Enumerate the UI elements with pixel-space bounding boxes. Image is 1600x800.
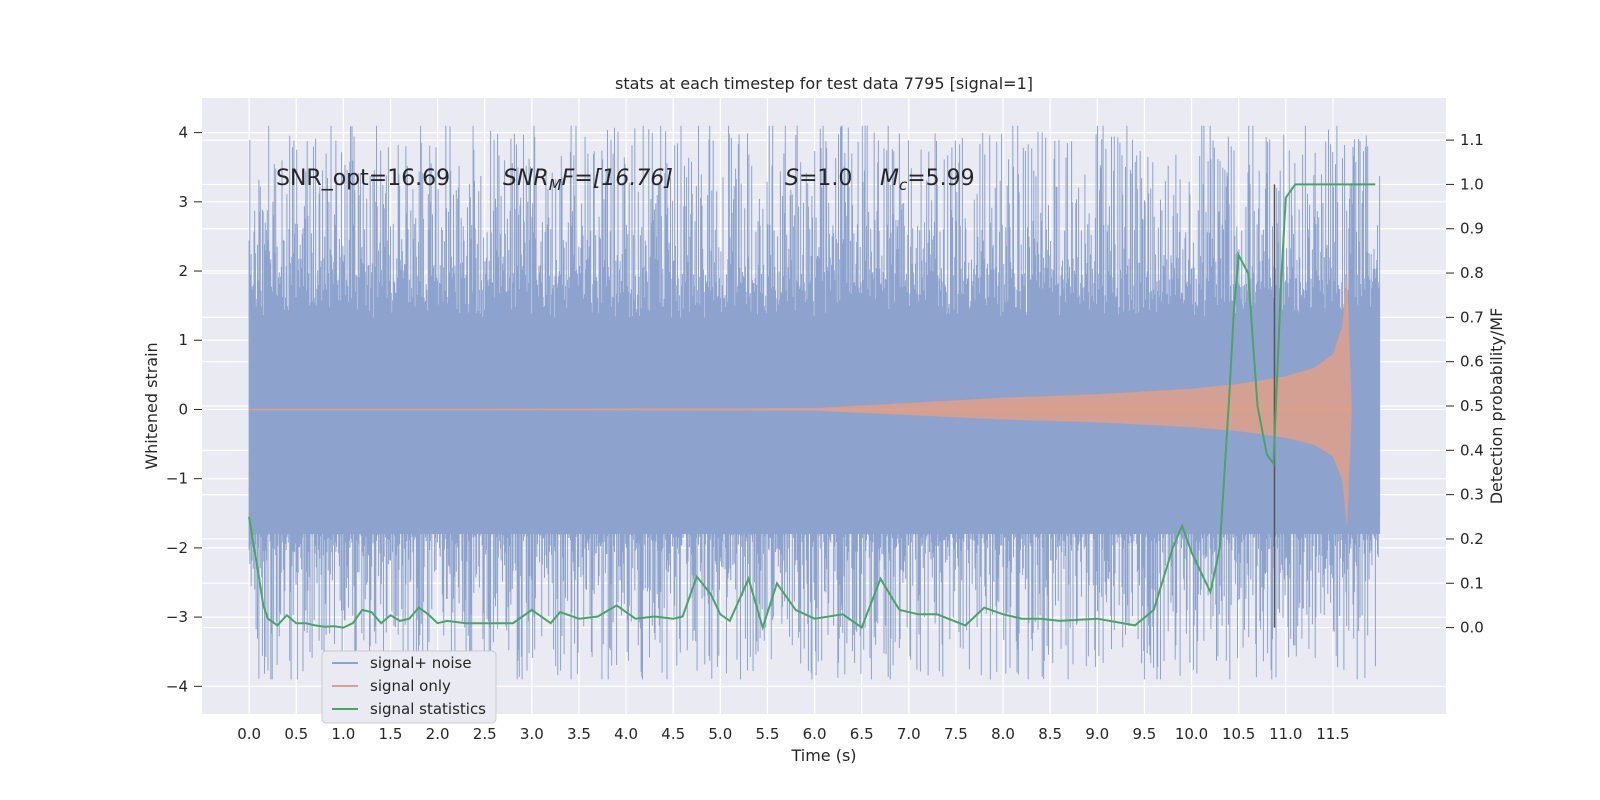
x-tick-label: 1.0 [331, 725, 355, 743]
s-var: S [785, 166, 799, 191]
x-tick-label: 2.0 [426, 725, 450, 743]
y-tick-label-right: 0.9 [1460, 220, 1484, 238]
y-tick-label-left: 4 [178, 124, 188, 142]
mc-sub: c [899, 176, 908, 194]
x-axis-label: Time (s) [790, 746, 856, 765]
snr-mf-rest: F=[16.76] [562, 166, 673, 191]
legend-stats-label: signal statistics [370, 700, 486, 718]
y-tick-label-right: 1.0 [1460, 175, 1484, 193]
stats-series [248, 183, 1376, 632]
x-tick-label: 4.5 [661, 725, 685, 743]
x-tick-label: 3.0 [520, 725, 544, 743]
y-tick-label-right: 0.5 [1460, 397, 1484, 415]
y-tick-label-left: 3 [178, 193, 188, 211]
y-tick-label-right: 1.1 [1460, 131, 1484, 149]
x-tick-label: 10.5 [1222, 725, 1255, 743]
x-tick-label: 9.5 [1132, 725, 1156, 743]
annotation-mc: Mc=5.99 [880, 166, 975, 194]
y-axis-label-right: Detection probability/MF [1487, 308, 1506, 505]
y-tick-label-left: −2 [166, 539, 188, 557]
x-tick-label: 0.5 [284, 725, 308, 743]
x-tick-label: 4.0 [614, 725, 638, 743]
y-tick-label-left: −1 [166, 470, 188, 488]
y-tick-label-right: 0.7 [1460, 308, 1484, 326]
snr-mf-base: SNR [503, 166, 549, 191]
x-tick-label: 5.5 [756, 725, 780, 743]
annotation-snr-opt: SNR_opt=16.69 [276, 166, 450, 191]
s-val: =1.0 [799, 166, 852, 191]
y-tick-label-left: −4 [166, 677, 188, 695]
signal-envelope [249, 271, 1352, 528]
x-tick-label: 2.5 [473, 725, 497, 743]
x-tick-label: 0.0 [237, 725, 261, 743]
legend-signal-label: signal only [370, 677, 451, 695]
x-tick-label: 5.0 [708, 725, 732, 743]
x-tick-label: 7.5 [944, 725, 968, 743]
x-tick-label: 10.0 [1175, 725, 1208, 743]
annotation-snr-mf: SNRMF=[16.76] [503, 166, 673, 194]
chart-title: stats at each timestep for test data 779… [615, 74, 1033, 93]
snr-mf-sub: M [549, 176, 562, 194]
stats-line [248, 183, 1376, 632]
x-tick-label: 11.5 [1316, 725, 1349, 743]
y-tick-label-left: 1 [178, 331, 188, 349]
x-tick-label: 8.5 [1038, 725, 1062, 743]
x-tick-label: 8.0 [991, 725, 1015, 743]
legend: signal+ noise signal only signal statist… [321, 650, 497, 724]
y-axis-label-left: Whitened strain [142, 342, 161, 469]
y-tick-label-right: 0.3 [1460, 486, 1484, 504]
mc-val: =5.99 [907, 166, 974, 191]
signal-series [249, 184, 1352, 628]
x-tick-label: 9.0 [1085, 725, 1109, 743]
y-tick-label-left: 2 [178, 262, 188, 280]
x-tick-label: 6.5 [850, 725, 874, 743]
y-tick-label-left: −3 [166, 608, 188, 626]
tick-labels: 0.0 0.5 1.0 1.5 2.0 2.5 3.0 3.5 4.0 4.5 5.0 5.5 6.0 6… [166, 124, 1484, 743]
legend-box [321, 650, 497, 724]
y-tick-label-left: 0 [178, 400, 188, 418]
x-tick-label: 7.0 [897, 725, 921, 743]
y-tick-label-right: 0.1 [1460, 574, 1484, 592]
y-tick-label-right: 0.2 [1460, 530, 1484, 548]
y-tick-label-right: 0.0 [1460, 619, 1484, 637]
y-tick-label-right: 0.8 [1460, 264, 1484, 282]
y-tick-label-right: 0.4 [1460, 441, 1484, 459]
x-tick-label: 3.5 [567, 725, 591, 743]
mc-var: M [880, 166, 899, 191]
annotation-s: S=1.0 [785, 166, 852, 191]
legend-noise-label: signal+ noise [370, 654, 472, 672]
x-tick-label: 11.0 [1269, 725, 1302, 743]
y-tick-label-right: 0.6 [1460, 353, 1484, 371]
x-tick-label: 1.5 [379, 725, 403, 743]
x-tick-label: 6.0 [803, 725, 827, 743]
